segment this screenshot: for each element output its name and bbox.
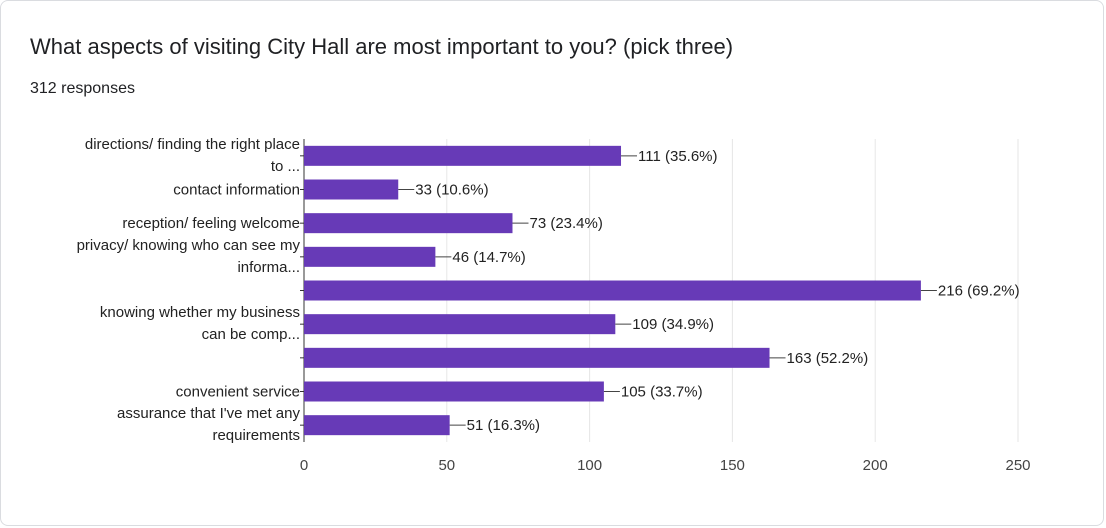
- category-label: assurance that I've met any: [117, 405, 300, 422]
- x-tick-label: 150: [720, 457, 745, 474]
- category-label: reception/ feeling welcome: [122, 215, 300, 232]
- category-label: contact information: [173, 182, 300, 199]
- data-label: 105 (33.7%): [621, 384, 703, 401]
- data-label: 51 (16.3%): [467, 417, 540, 434]
- bar: [304, 246, 436, 267]
- bar: [304, 145, 622, 166]
- data-label: 111 (35.6%): [638, 148, 718, 165]
- bar: [304, 280, 921, 301]
- category-label: privacy/ knowing who can see my: [77, 237, 301, 254]
- x-tick-label: 250: [1005, 457, 1030, 474]
- bar: [304, 347, 770, 368]
- category-label: knowing whether my business: [100, 304, 300, 321]
- data-label: 73 (23.4%): [529, 215, 602, 232]
- category-label: informa...: [237, 259, 300, 276]
- response-count: 312 responses: [30, 80, 135, 97]
- bar: [304, 179, 399, 200]
- bar: [304, 213, 513, 234]
- category-label: convenient service: [176, 384, 300, 401]
- category-label: can be comp...: [202, 326, 300, 343]
- data-label: 216 (69.2%): [938, 283, 1020, 300]
- chart-title: What aspects of visiting City Hall are m…: [30, 34, 734, 59]
- bar: [304, 381, 604, 402]
- category-label: directions/ finding the right place: [85, 136, 300, 153]
- data-label: 46 (14.7%): [452, 249, 525, 266]
- data-label: 109 (34.9%): [632, 316, 714, 333]
- x-tick-label: 100: [577, 457, 602, 474]
- x-tick-label: 50: [438, 457, 455, 474]
- x-tick-label: 0: [300, 457, 308, 474]
- category-label: requirements: [212, 427, 300, 444]
- category-label: to ...: [271, 158, 300, 175]
- bar: [304, 415, 450, 436]
- bar: [304, 314, 616, 335]
- data-label: 33 (10.6%): [415, 182, 488, 199]
- x-tick-label: 200: [863, 457, 888, 474]
- data-label: 163 (52.2%): [787, 350, 869, 367]
